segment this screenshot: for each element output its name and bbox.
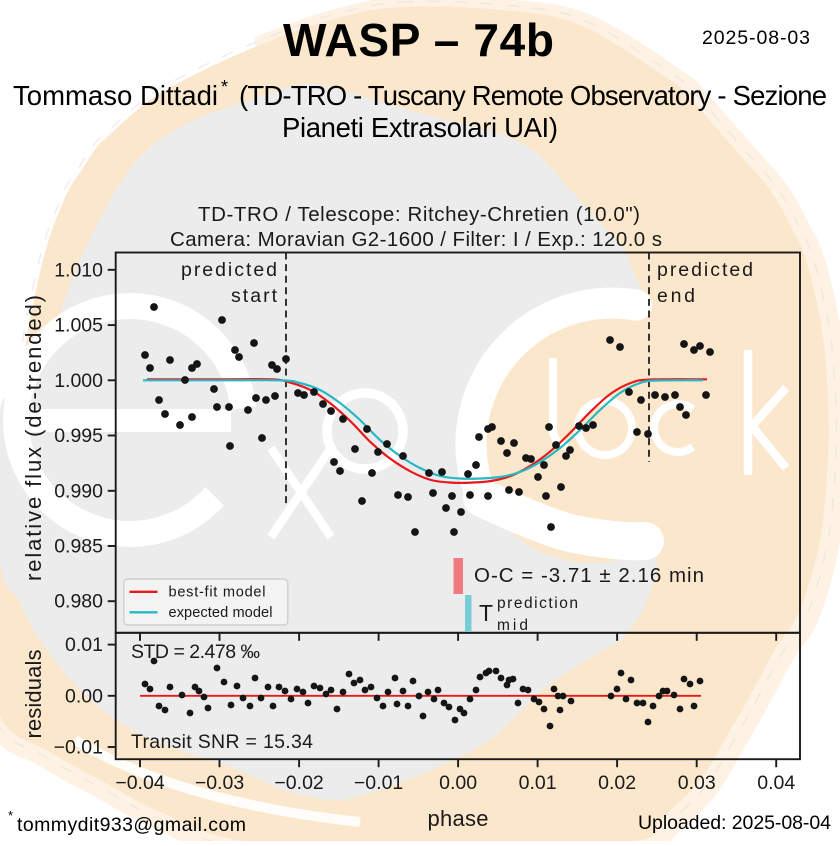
- svg-text:0.00: 0.00: [439, 772, 477, 794]
- svg-text:phase: phase: [428, 806, 489, 831]
- svg-text:−0.04: −0.04: [115, 772, 164, 794]
- svg-text:Pianeti Extrasolari UAI): Pianeti Extrasolari UAI): [282, 112, 558, 143]
- svg-text:0.02: 0.02: [598, 772, 636, 794]
- svg-text:T: T: [479, 600, 493, 626]
- svg-text:−0.03: −0.03: [195, 772, 244, 794]
- svg-text:2025-08-03: 2025-08-03: [702, 27, 810, 49]
- svg-text:0.01: 0.01: [519, 772, 557, 794]
- svg-text:Transit SNR = 15.34: Transit SNR = 15.34: [131, 731, 313, 753]
- svg-text:*: *: [221, 77, 228, 97]
- svg-text:*: *: [8, 808, 13, 823]
- svg-text:mid: mid: [497, 617, 528, 634]
- svg-text:residuals: residuals: [21, 650, 46, 739]
- svg-text:1.005: 1.005: [54, 315, 103, 337]
- svg-text:−0.01: −0.01: [354, 772, 403, 794]
- svg-text:(TD-TRO - Tuscany Remote Obser: (TD-TRO - Tuscany Remote Observatory - S…: [239, 80, 827, 111]
- svg-text:TD-TRO / Telescope: Ritchey-Ch: TD-TRO / Telescope: Ritchey-Chretien (10…: [198, 203, 640, 226]
- svg-text:Tommaso Dittadi: Tommaso Dittadi: [13, 80, 218, 111]
- svg-text:O-C = -3.71 ± 2.16 min: O-C = -3.71 ± 2.16 min: [474, 564, 704, 587]
- svg-text:predicted: predicted: [181, 259, 277, 281]
- svg-text:0.980: 0.980: [54, 591, 103, 613]
- svg-text:0.03: 0.03: [678, 772, 716, 794]
- svg-text:0.985: 0.985: [54, 536, 103, 558]
- svg-text:predicted: predicted: [657, 259, 753, 281]
- svg-text:start: start: [231, 285, 278, 307]
- svg-text:1.010: 1.010: [54, 259, 103, 281]
- svg-text:end: end: [657, 285, 695, 307]
- svg-text:0.01: 0.01: [65, 634, 103, 656]
- svg-text:0.990: 0.990: [54, 480, 103, 502]
- svg-text:0.04: 0.04: [757, 772, 795, 794]
- svg-text:0.00: 0.00: [65, 685, 103, 707]
- svg-text:expected model: expected model: [169, 605, 273, 621]
- svg-text:relative flux (de-trended): relative flux (de-trended): [21, 295, 46, 581]
- svg-text:−0.01: −0.01: [54, 737, 103, 759]
- svg-text:Camera: Moravian G2-1600 / Fil: Camera: Moravian G2-1600 / Filter: I / E…: [170, 228, 662, 251]
- svg-text:prediction: prediction: [497, 595, 578, 612]
- svg-text:Uploaded: 2025-08-04: Uploaded: 2025-08-04: [638, 812, 831, 834]
- svg-text:WASP – 74b: WASP – 74b: [283, 14, 554, 66]
- svg-text:tommydit933@gmail.com: tommydit933@gmail.com: [17, 814, 246, 836]
- svg-text:STD = 2.478 ‰: STD = 2.478 ‰: [131, 641, 260, 663]
- svg-text:0.995: 0.995: [54, 425, 103, 447]
- svg-text:−0.02: −0.02: [274, 772, 323, 794]
- svg-text:best-fit model: best-fit model: [169, 585, 266, 601]
- svg-text:1.000: 1.000: [54, 370, 103, 392]
